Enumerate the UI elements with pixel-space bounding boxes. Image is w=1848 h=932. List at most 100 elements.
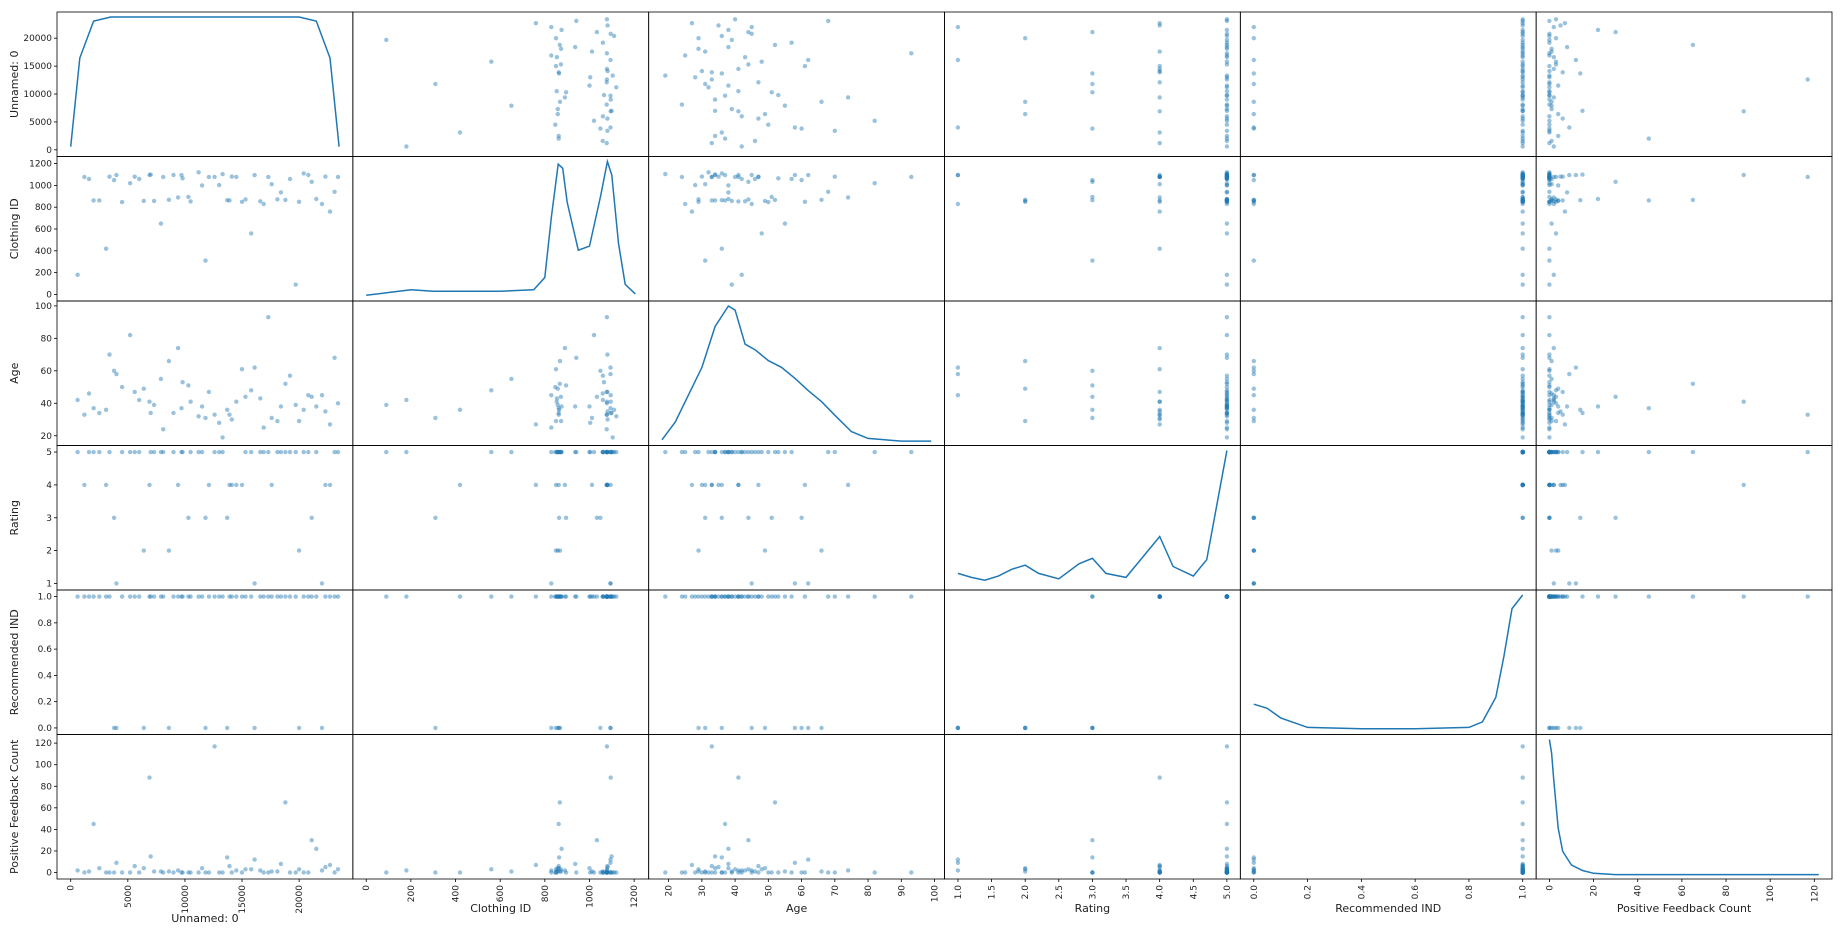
- scatter-point: [1224, 55, 1230, 60]
- scatter-point: [557, 449, 562, 455]
- scatter-point: [314, 594, 319, 599]
- scatter-point: [1520, 870, 1525, 875]
- scatter-point: [1224, 332, 1230, 338]
- scatter-point: [1157, 389, 1162, 395]
- scatter-point: [171, 870, 176, 875]
- x-tick-label: 15000: [238, 885, 248, 914]
- y-tick-label: 0: [46, 290, 52, 300]
- scatter-point: [1520, 870, 1525, 875]
- scatter-point: [1224, 197, 1230, 202]
- scatter-point: [679, 449, 685, 455]
- scatter-point: [553, 548, 559, 553]
- scatter-point: [217, 420, 222, 425]
- scatter-point: [227, 594, 232, 599]
- scatter-point: [819, 99, 824, 105]
- scatter-point: [1520, 402, 1525, 408]
- scatter-point: [1547, 355, 1552, 360]
- scatter-point: [955, 365, 961, 370]
- scatter-point: [1022, 725, 1028, 731]
- scatter-point: [553, 122, 558, 127]
- scatter-point: [709, 174, 714, 180]
- scatter-point: [1549, 391, 1554, 396]
- scatter-point: [1520, 870, 1525, 875]
- scatter-point: [726, 183, 731, 188]
- scatter-point: [756, 80, 761, 85]
- scatter-point: [759, 867, 764, 872]
- scatter-point: [1520, 174, 1525, 180]
- scatter-point: [955, 125, 961, 130]
- scatter-point: [1224, 83, 1230, 88]
- scatter-point: [1520, 482, 1525, 488]
- scatter-point: [559, 846, 564, 851]
- scatter-point: [663, 73, 668, 78]
- scatter-point: [726, 190, 731, 195]
- scatter-point: [716, 594, 721, 599]
- scatter-point: [558, 594, 564, 599]
- scatter-point: [1520, 29, 1525, 35]
- scatter-point: [1646, 198, 1652, 203]
- scatter-point: [1224, 171, 1230, 176]
- scatter-point: [556, 515, 562, 520]
- scatter-point: [1224, 42, 1230, 48]
- scatter-point: [314, 449, 319, 455]
- scatter-point: [1251, 198, 1257, 203]
- scatter-point: [206, 389, 212, 395]
- scatter-point: [1224, 594, 1230, 599]
- scatter-point: [1224, 594, 1230, 599]
- scatter-point: [1520, 37, 1525, 43]
- scatter-point: [1520, 171, 1525, 176]
- x-tick-label: 60: [798, 885, 808, 897]
- scatter-point: [1520, 449, 1525, 455]
- scatter-point: [722, 198, 728, 203]
- scatter-point: [955, 57, 961, 63]
- scatter-point: [1520, 867, 1525, 872]
- panel: [1239, 11, 1537, 157]
- scatter-point: [554, 594, 559, 599]
- scatter-point: [1741, 109, 1746, 114]
- scatter-point: [1520, 482, 1525, 488]
- scatter-point: [1556, 83, 1561, 88]
- scatter-point: [1547, 102, 1552, 107]
- scatter-point: [739, 594, 744, 599]
- scatter-point: [746, 838, 751, 843]
- scatter-point: [457, 482, 463, 488]
- scatter-point: [558, 869, 564, 874]
- scatter-point: [1547, 515, 1552, 520]
- scatter-point: [1520, 861, 1525, 867]
- scatter-point: [278, 594, 284, 599]
- scatter-point: [1549, 418, 1554, 424]
- scatter-point: [712, 172, 718, 177]
- y-tick-label: 120: [35, 739, 52, 749]
- scatter-point: [175, 195, 181, 200]
- scatter-point: [179, 406, 184, 411]
- scatter-point: [614, 414, 619, 419]
- scatter-point: [1520, 870, 1525, 875]
- scatter-point: [1547, 449, 1552, 455]
- scatter-point: [1595, 404, 1601, 409]
- scatter-point: [1547, 594, 1552, 599]
- scatter-point: [598, 725, 603, 731]
- scatter-point: [1157, 140, 1162, 146]
- scatter-point: [1520, 417, 1525, 422]
- scatter-point: [605, 128, 610, 133]
- scatter-point: [1224, 199, 1230, 205]
- scatter-point: [1022, 36, 1028, 41]
- scatter-point: [1520, 17, 1525, 22]
- scatter-point: [610, 449, 615, 455]
- scatter-point: [604, 594, 610, 599]
- scatter-point: [1157, 863, 1162, 869]
- scatter-point: [605, 449, 610, 455]
- scatter-point: [509, 594, 514, 599]
- scatter-point: [712, 594, 718, 599]
- scatter-point: [1520, 23, 1525, 28]
- scatter-point: [1551, 174, 1557, 180]
- scatter-point: [955, 857, 961, 862]
- scatter-point: [404, 868, 409, 873]
- scatter-point: [683, 870, 688, 875]
- panel-frame: [1239, 589, 1537, 735]
- scatter-point: [1520, 130, 1525, 135]
- scatter-point: [749, 581, 754, 586]
- scatter-point: [792, 581, 798, 586]
- scatter-point: [663, 449, 668, 455]
- scatter-point: [558, 394, 564, 399]
